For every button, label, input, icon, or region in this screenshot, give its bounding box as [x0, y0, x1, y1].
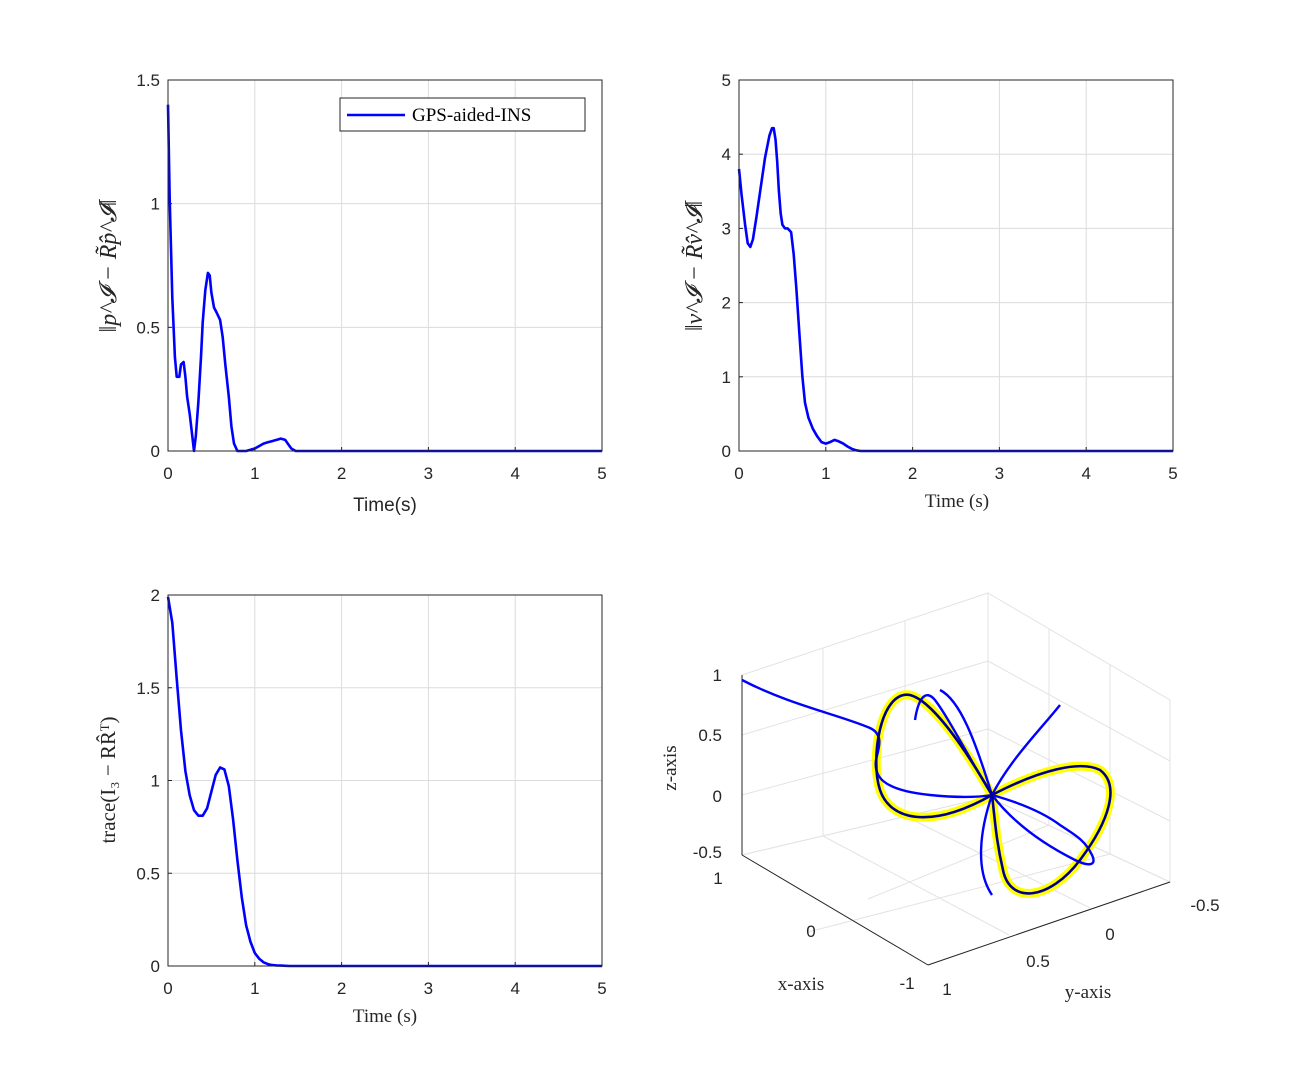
- trajectory-3d-y-ticks: -0.5 0 0.5 1: [942, 896, 1219, 999]
- position-error-axes-box: [167, 79, 603, 452]
- trajectory-3d-z-tick-label: 0: [713, 787, 722, 806]
- position-error-y-ticks: 0 0.5 1 1.5: [136, 71, 172, 461]
- attitude-error-x-label: Time (s): [353, 1006, 417, 1027]
- velocity-error-x-label: Time (s): [925, 491, 989, 512]
- velocity-error-x-tick-label: 1: [821, 464, 830, 483]
- trajectory-3d-x-tick-label: 0: [806, 922, 815, 941]
- position-error-y-label: ‖p^𝓘 − R̃p̂^𝓘‖: [95, 198, 122, 332]
- attitude-error-y-tick-label: 1.5: [136, 679, 160, 698]
- attitude-error-x-ticks: 0 1 2 3 4 5: [163, 962, 607, 998]
- attitude-error-x-tick-label: 4: [510, 979, 519, 998]
- velocity-error-x-ticks: 0 1 2 3 4 5: [734, 447, 1178, 483]
- attitude-error-y-tick-label: 0: [151, 957, 160, 976]
- velocity-error-y-tick-label: 4: [722, 145, 731, 164]
- attitude-error-plot: 0 1 2 3 4 5 0 0.5 1 1.5 2 Time (s) trace(I₃ − RR̂…: [96, 586, 607, 1027]
- attitude-error-y-label: trace(I₃ − RR̂ᵀ): [96, 716, 120, 843]
- trajectory-3d-x-label: x-axis: [778, 974, 824, 995]
- velocity-error-x-tick-label: 2: [908, 464, 917, 483]
- trajectory-3d-y-tick-label: 0: [1105, 925, 1114, 944]
- trajectory-3d-y-tick-label: 0.5: [1026, 952, 1050, 971]
- position-error-y-tick-label: 0: [151, 442, 160, 461]
- attitude-error-x-tick-label: 0: [163, 979, 172, 998]
- attitude-error-x-tick-label: 1: [250, 979, 259, 998]
- position-error-x-tick-label: 2: [337, 464, 346, 483]
- attitude-error-series-line: [166, 596, 602, 968]
- trajectory-3d-axes: [741, 675, 1171, 966]
- position-error-x-tick-label: 5: [597, 464, 606, 483]
- trajectory-3d-y-tick-label: 1: [942, 980, 951, 999]
- velocity-error-y-tick-label: 3: [722, 219, 731, 238]
- position-error-x-tick-label: 4: [510, 464, 519, 483]
- velocity-error-x-tick-label: 3: [995, 464, 1004, 483]
- velocity-error-y-ticks: 0 1 2 3 4 5: [722, 71, 743, 461]
- trajectory-3d-y-label: y-axis: [1065, 982, 1111, 1003]
- velocity-error-y-tick-label: 2: [722, 294, 731, 313]
- position-error-x-tick-label: 1: [250, 464, 259, 483]
- attitude-error-x-tick-label: 3: [424, 979, 433, 998]
- attitude-error-x-tick-label: 2: [337, 979, 346, 998]
- velocity-error-x-tick-label: 4: [1081, 464, 1090, 483]
- velocity-error-series-line: [737, 126, 1173, 453]
- trajectory-3d-z-tick-label: -0.5: [693, 843, 722, 862]
- trajectory-3d-z-label: z-axis: [660, 745, 681, 790]
- velocity-error-y-label: ‖v^𝓘 − R̃v̂^𝓘‖: [681, 200, 708, 331]
- position-error-grid: [167, 79, 603, 452]
- legend-entry: GPS-aided-INS: [412, 105, 531, 126]
- trajectory-3d-x-tick-label: 1: [713, 869, 722, 888]
- trajectory-3d-z-tick-label: 0.5: [698, 726, 722, 745]
- trajectory-3d-plot: -0.5 0 0.5 1 -1 0 1 -0.5 0 0.5 1 x-axis y-axis z…: [660, 592, 1220, 1003]
- attitude-error-y-tick-label: 0.5: [136, 864, 160, 883]
- position-error-x-label: Time(s): [353, 495, 417, 516]
- position-error-x-tick-label: 3: [424, 464, 433, 483]
- velocity-error-axes-box: [738, 79, 1174, 452]
- trajectory-3d-x-tick-label: -1: [899, 974, 914, 993]
- velocity-error-plot: 0 1 2 3 4 5 0 1 2 3 4 5 Time (s) ‖v^𝓘 − R̃v̂^𝓘‖: [681, 71, 1178, 512]
- position-error-x-tick-label: 0: [163, 464, 172, 483]
- attitude-error-x-tick-label: 5: [597, 979, 606, 998]
- velocity-error-y-tick-label: 5: [722, 71, 731, 90]
- true-trajectory-line: [874, 693, 1112, 895]
- trajectory-3d-z-ticks: -0.5 0 0.5 1: [693, 666, 722, 862]
- position-error-x-ticks: 0 1 2 3 4 5: [163, 447, 607, 483]
- attitude-error-y-ticks: 0 0.5 1 1.5 2: [136, 586, 172, 976]
- position-error-series-line: [166, 104, 602, 453]
- position-error-plot: 0 1 2 3 4 5 0 0.5 1 1.5 Time(s) ‖p^𝓘 − R̃p̂^𝓘‖ G…: [95, 71, 607, 516]
- position-error-y-tick-label: 0.5: [136, 318, 160, 337]
- attitude-error-grid: [167, 594, 603, 967]
- legend: GPS-aided-INS: [339, 97, 586, 132]
- attitude-error-y-tick-label: 1: [151, 772, 160, 791]
- position-error-y-tick-label: 1: [151, 195, 160, 214]
- trajectory-3d-y-tick-label: -0.5: [1190, 896, 1219, 915]
- trajectory-3d-z-tick-label: 1: [713, 666, 722, 685]
- estimated-trajectory-line: [741, 678, 1095, 896]
- velocity-error-x-tick-label: 5: [1168, 464, 1177, 483]
- position-error-y-tick-label: 1.5: [136, 71, 160, 90]
- velocity-error-x-tick-label: 0: [734, 464, 743, 483]
- velocity-error-y-tick-label: 1: [722, 368, 731, 387]
- velocity-error-y-tick-label: 0: [722, 442, 731, 461]
- trajectory-3d-x-ticks: -1 0 1: [713, 869, 914, 993]
- attitude-error-y-tick-label: 2: [151, 586, 160, 605]
